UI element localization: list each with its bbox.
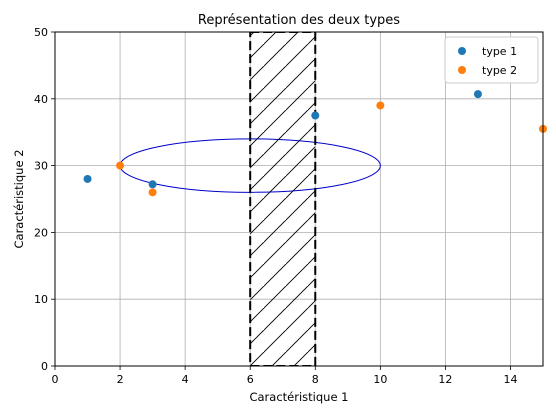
x-tick-label: 12 bbox=[438, 373, 452, 386]
legend-label: type 1 bbox=[482, 45, 517, 58]
x-axis-label: Caractéristique 1 bbox=[249, 390, 348, 404]
y-axis-label: Caractéristique 2 bbox=[12, 149, 26, 248]
x-tick-label: 14 bbox=[503, 373, 517, 386]
x-tick-label: 0 bbox=[52, 373, 59, 386]
x-tick-label: 6 bbox=[247, 373, 254, 386]
y-tick-label: 50 bbox=[34, 26, 48, 39]
x-tick-label: 10 bbox=[373, 373, 387, 386]
legend-label: type 2 bbox=[482, 64, 517, 77]
legend-box bbox=[444, 36, 539, 84]
y-tick-label: 20 bbox=[34, 226, 48, 239]
data-point-series-2 bbox=[148, 188, 157, 197]
x-tick-label: 2 bbox=[117, 373, 124, 386]
data-point-series-1 bbox=[311, 111, 320, 120]
x-tick-label: 8 bbox=[312, 373, 319, 386]
axis-ticks: 0 2 4 6 8 10 12 14 0 10 20 30 40 50 bbox=[34, 26, 517, 386]
y-tick-label: 30 bbox=[34, 160, 48, 173]
y-tick-label: 0 bbox=[41, 360, 48, 373]
data-point-series-2 bbox=[376, 101, 385, 110]
data-point-series-1 bbox=[148, 180, 157, 189]
data-point-series-1 bbox=[473, 90, 482, 99]
x-tick-label: 4 bbox=[182, 373, 189, 386]
legend-marker bbox=[458, 47, 466, 55]
y-tick-label: 10 bbox=[34, 293, 48, 306]
annotations bbox=[119, 32, 381, 366]
hatched-band bbox=[249, 32, 317, 366]
plot-frame bbox=[54, 31, 544, 367]
legend-marker bbox=[458, 66, 466, 74]
chart-title: Représentation des deux types bbox=[198, 13, 400, 28]
data-point-series-2 bbox=[116, 161, 125, 170]
data-point-series-1 bbox=[83, 174, 92, 183]
y-tick-label: 40 bbox=[34, 93, 48, 106]
legend: type 1 type 2 bbox=[444, 36, 539, 84]
data-points bbox=[83, 90, 547, 197]
